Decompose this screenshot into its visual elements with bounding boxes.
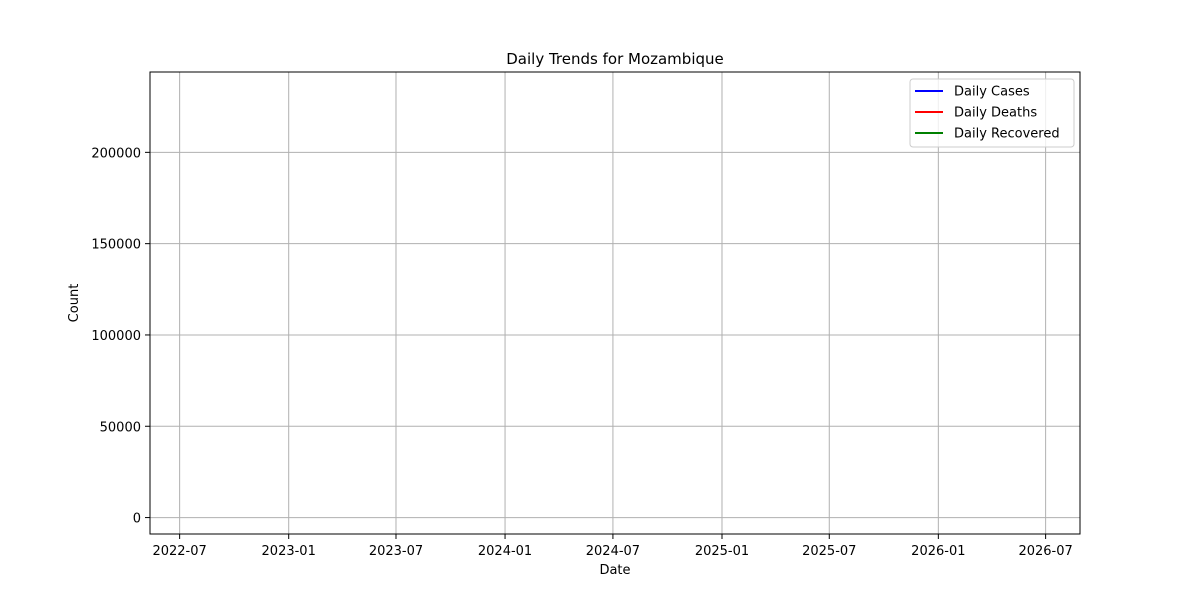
legend-entries: Daily Cases Daily Deaths Daily Recovered (915, 85, 1060, 142)
x-tick-label: 2022-07 (152, 544, 206, 559)
x-tick-label: 2023-07 (369, 544, 423, 559)
chart-title: Daily Trends for Mozambique (506, 50, 724, 68)
legend-label: Daily Cases (954, 85, 1030, 100)
x-tick-label: 2025-01 (695, 544, 749, 559)
x-tick-label: 2025-07 (802, 544, 856, 559)
legend-label: Daily Deaths (954, 106, 1037, 121)
x-tick-label: 2023-01 (262, 544, 316, 559)
x-axis: 2022-07 2023-01 2023-07 2024-01 2024-07 2025-… (152, 534, 1073, 559)
x-tick-label: 2026-01 (911, 544, 965, 559)
plot-area (150, 72, 1080, 534)
x-gridlines (179, 72, 1047, 534)
x-tick-label: 2026-07 (1018, 544, 1072, 559)
y-tick-label: 100000 (91, 329, 141, 344)
x-tick-label: 2024-01 (478, 544, 532, 559)
y-tick-label: 0 (133, 512, 141, 527)
x-axis-label: Date (599, 563, 630, 578)
y-axis-label: Count (67, 284, 82, 323)
legend-box (909, 78, 1075, 148)
plot-frame (149, 71, 1081, 535)
y-tick-label: 50000 (100, 420, 141, 435)
legend: Daily Cases Daily Deaths Daily Recovered (909, 78, 1075, 148)
x-tick-label: 2024-07 (586, 544, 640, 559)
y-tick-label: 200000 (91, 146, 141, 161)
y-tick-label: 150000 (91, 238, 141, 253)
y-axis: 0 50000 100000 150000 200000 (91, 146, 150, 527)
y-gridlines (150, 151, 1080, 519)
legend-label: Daily Recovered (954, 127, 1060, 142)
